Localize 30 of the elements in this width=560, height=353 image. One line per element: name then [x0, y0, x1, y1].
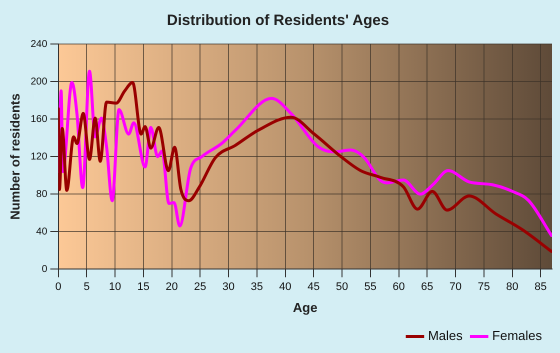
x-tick-label: 45	[308, 280, 320, 293]
y-tick-label: 0	[42, 264, 48, 275]
x-tick-label: 85	[534, 280, 547, 293]
x-tick-label: 80	[506, 280, 518, 293]
y-tick-label: 160	[30, 114, 48, 125]
y-tick-label: 200	[30, 76, 48, 88]
legend-label: Males	[428, 328, 464, 344]
x-tick-label: 70	[449, 280, 462, 293]
x-tick-label: 40	[279, 280, 292, 293]
x-tick-label: 15	[137, 280, 150, 293]
y-tick-label: 80	[36, 188, 48, 200]
x-tick-label: 25	[194, 280, 206, 293]
x-tick-label: 60	[392, 280, 405, 293]
x-axis-title: Age	[292, 300, 318, 315]
x-tick-label: 10	[108, 280, 122, 293]
x-tick-label: 30	[222, 280, 235, 293]
x-tick-label: 55	[364, 280, 377, 293]
x-tick-label: 35	[250, 280, 264, 293]
legend-label: Females	[492, 328, 542, 344]
x-tick-label: 20	[166, 280, 178, 293]
chart-title: Distribution of Residents' Ages	[166, 12, 390, 30]
y-tick-label: 240	[30, 38, 48, 50]
x-tick-label: 0	[55, 280, 62, 293]
y-tick-label: 120	[30, 151, 48, 162]
x-tick-label: 50	[336, 280, 348, 293]
x-tick-label: 75	[478, 280, 490, 293]
x-tick-label: 5	[84, 280, 90, 293]
x-tick-label: 65	[421, 280, 434, 293]
y-tick-label: 40	[36, 226, 48, 238]
y-axis-title: Number of residents	[7, 93, 22, 220]
